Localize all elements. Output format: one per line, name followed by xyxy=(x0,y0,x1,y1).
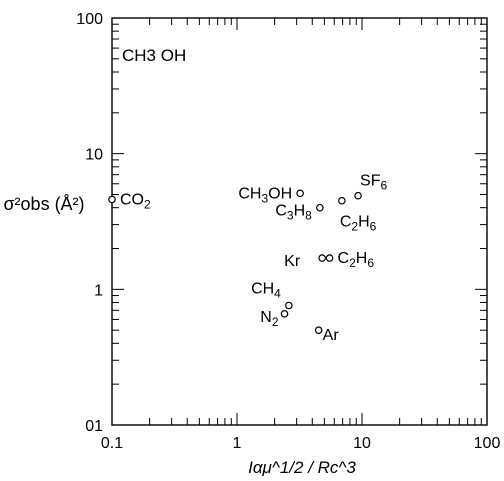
data-point xyxy=(280,310,289,318)
x-tick-label: 100 xyxy=(474,435,501,452)
data-point xyxy=(108,195,116,204)
data-point xyxy=(354,191,362,200)
data-point xyxy=(285,301,293,310)
x-tick-label: 1 xyxy=(233,435,242,452)
data-point xyxy=(296,189,304,198)
point-label: Kr xyxy=(284,253,301,270)
point-label: CO2 xyxy=(120,191,151,211)
point-label: Ar xyxy=(323,327,340,344)
x-tick-label: 10 xyxy=(353,435,371,452)
y-tick-label: 01 xyxy=(85,418,103,435)
data-point xyxy=(316,203,324,212)
point-label: SF6 xyxy=(360,173,387,193)
y-axis-label: σ²obs (Å²) xyxy=(3,194,84,214)
data-point xyxy=(338,196,346,205)
y-tick-label: 10 xyxy=(85,147,103,164)
point-label: CH3OH xyxy=(238,185,292,205)
data-point xyxy=(314,326,323,334)
x-axis-label: Iαμ^1/2 / Rc^3 xyxy=(248,458,356,477)
data-points xyxy=(108,189,362,334)
point-label: C2H6 xyxy=(338,250,375,270)
tick-labels: 0.1 1 10 100 01 1 10 100 xyxy=(76,11,500,452)
data-point xyxy=(325,254,334,262)
y-tick-label: 100 xyxy=(76,11,103,28)
point-label: C3H8 xyxy=(275,203,312,223)
y-tick-label: 1 xyxy=(94,282,103,299)
plot-frame xyxy=(111,17,488,426)
panel-title: CH3 OH xyxy=(122,46,186,65)
axis-ticks xyxy=(111,17,488,426)
point-label: C2H6 xyxy=(340,214,377,234)
point-label: N2 xyxy=(260,309,279,329)
data-point xyxy=(318,254,326,262)
point-label: CH4 xyxy=(251,281,281,301)
x-tick-label: 0.1 xyxy=(101,435,123,452)
